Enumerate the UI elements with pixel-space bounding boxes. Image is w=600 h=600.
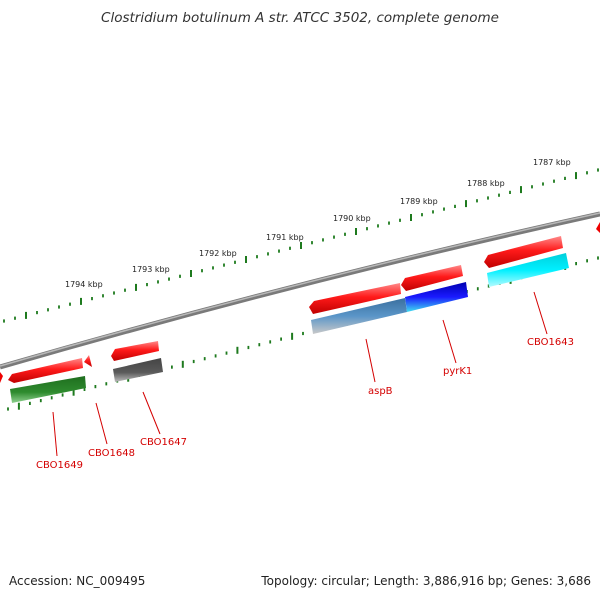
- callout-line-cbo1649: [52, 411, 58, 457]
- gene-arrow-partial: [596, 222, 600, 233]
- genome-backbone: [0, 211, 600, 370]
- gene-feature-cbo1648: [84, 355, 92, 367]
- gene-arrow: [401, 265, 463, 291]
- gene-feature-aspb: [309, 283, 407, 334]
- gene-arrow-partial: [0, 372, 3, 383]
- gene-arrow: [309, 283, 401, 314]
- scale-label: 1787 kbp: [533, 158, 571, 167]
- gene-arrow: [8, 358, 83, 383]
- gene-label-pyrk1: pyrK1: [443, 366, 472, 377]
- scale-label: 1788 kbp: [467, 179, 505, 188]
- callout-line-cbo1648: [95, 402, 108, 445]
- gene-feature-cbo1649: [0, 358, 86, 403]
- genome-title: Clostridium botulinum A str. ATCC 3502, …: [101, 10, 499, 26]
- gene-feature-cbo1647: [111, 341, 163, 382]
- callout-line-cbo1647: [142, 391, 161, 435]
- scale-label: 1792 kbp: [199, 249, 237, 258]
- scale-labels: 1794 kbp 1793 kbp 1792 kbp 1791 kbp 1790 kbp…: [65, 158, 571, 289]
- scale-label: 1793 kbp: [132, 265, 170, 274]
- scale-label: 1794 kbp: [65, 280, 103, 289]
- gene-label-cbo1648: CBO1648: [88, 448, 135, 459]
- genome-backbone-highlight: [0, 212, 600, 367]
- cds-box: [113, 358, 163, 382]
- cds-box: [311, 298, 407, 334]
- gene-label-cbo1643: CBO1643: [527, 337, 574, 348]
- cds-box: [10, 376, 86, 403]
- gene-arrow: [84, 355, 92, 367]
- callout-line-cbo1643: [533, 291, 548, 335]
- scale-label: 1790 kbp: [333, 214, 371, 223]
- gene-arrow: [484, 236, 563, 268]
- outer-scale-ticks: [3, 168, 599, 323]
- cds-box: [487, 253, 569, 287]
- cds-box: [405, 282, 468, 312]
- gene-feature-cbo1643: [484, 222, 600, 287]
- callout-line-aspb: [365, 338, 376, 383]
- scale-label: 1789 kbp: [400, 197, 438, 206]
- scale-label: 1791 kbp: [266, 233, 304, 242]
- accession-label: Accession: NC_009495: [9, 574, 146, 588]
- gene-callouts: [52, 291, 548, 457]
- callout-line-pyrk1: [442, 319, 457, 364]
- gene-feature-pyrk1: [401, 265, 468, 312]
- gene-arrow: [111, 341, 159, 361]
- gene-label-cbo1649: CBO1649: [36, 460, 83, 471]
- gene-label-cbo1647: CBO1647: [140, 437, 187, 448]
- genome-info-label: Topology: circular; Length: 3,886,916 bp…: [261, 574, 591, 588]
- gene-label-aspb: aspB: [368, 386, 393, 397]
